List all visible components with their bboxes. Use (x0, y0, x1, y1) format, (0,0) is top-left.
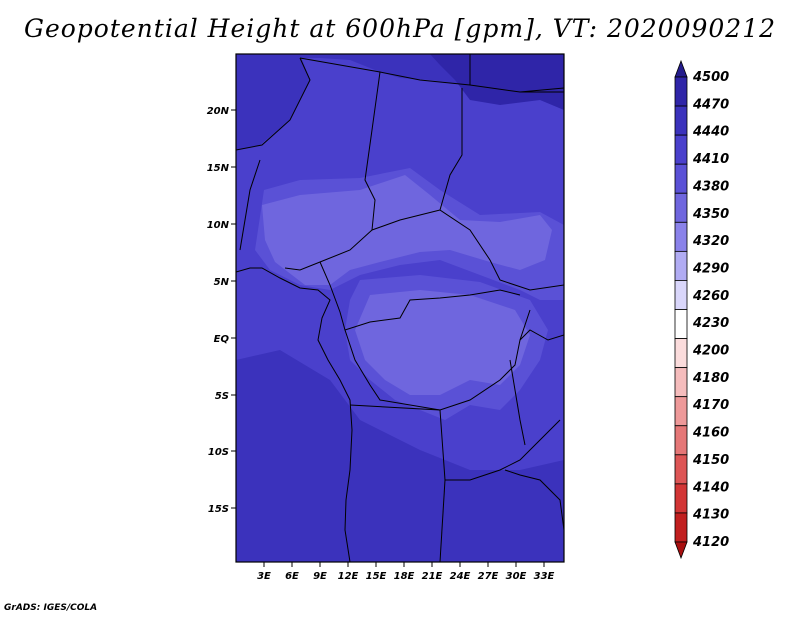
colorbar-cell (674, 163, 688, 194)
colorbar-arrow-top (674, 59, 688, 78)
lon-label-9e: 9E (313, 571, 327, 582)
colorbar-cell (674, 425, 688, 456)
field-4470-northeast (430, 54, 564, 110)
colorbar: 4500 4470 4440 4410 4380 4350 4320 4290 4260 4230… (674, 59, 729, 560)
lat-label-15s: 15S (208, 504, 229, 515)
border-angola-namibia (439, 479, 446, 562)
map-frame (235, 53, 565, 563)
colorbar-label: 4120 (692, 535, 729, 550)
colorbar-label: 4440 (692, 125, 729, 140)
lon-label-33e: 33E (534, 571, 555, 582)
border-angola-zambia (349, 404, 561, 481)
colorbar-cell (674, 192, 688, 223)
footer-credit: GrADS: IGES/COLA (4, 603, 98, 613)
border-chad-sudan (439, 88, 564, 291)
colorbar-label: 4320 (692, 234, 729, 249)
colorbar-cell (674, 250, 688, 281)
border-congo-drc (344, 309, 531, 411)
lat-label-5n: 5N (214, 277, 230, 288)
border-southeast (504, 469, 564, 531)
lon-label-27e: 27E (478, 571, 499, 582)
height-field (236, 54, 564, 562)
colorbar-cell (674, 454, 688, 485)
lon-label-18e: 18E (394, 571, 415, 582)
colorbar-label: 4260 (692, 289, 729, 304)
lat-label-20n: 20N (207, 106, 230, 117)
border-east-lakes (519, 329, 564, 341)
colorbar-label: 4180 (692, 371, 729, 386)
lon-label-12e: 12E (338, 571, 359, 582)
lon-label-30e: 30E (506, 571, 527, 582)
border-cameroon-car (319, 261, 521, 331)
lat-label-10n: 10N (207, 220, 230, 231)
colorbar-cell (674, 367, 688, 398)
colorbar-cell (674, 396, 688, 427)
colorbar-cell (674, 512, 688, 543)
colorbar-cell (674, 309, 688, 339)
colorbar-cell (674, 221, 688, 252)
colorbar-label: 4350 (692, 207, 729, 222)
lat-label-eq: EQ (214, 334, 230, 345)
colorbar-cell (674, 338, 688, 369)
colorbar-label: 4500 (692, 70, 729, 85)
field-4440-northwest (236, 54, 310, 150)
colorbar-cell (674, 76, 688, 107)
colorbar-cell (674, 280, 688, 310)
border-north (299, 57, 564, 93)
colorbar-label: 4230 (692, 316, 729, 331)
colorbar-arrow-bottom (674, 541, 688, 560)
lat-axis: 20N 15N 10N 5N EQ 5S 10S 15S (207, 106, 236, 515)
colorbar-label: 4150 (692, 453, 729, 468)
field-4350-sahel (262, 175, 552, 285)
chart-title: Geopotential Height at 600hPa [gpm], VT:… (23, 14, 777, 43)
field-4350-basin (355, 290, 530, 395)
border-chad-car (371, 209, 441, 231)
colorbar-label: 4170 (692, 398, 729, 413)
colorbar-cell (674, 105, 688, 136)
colorbar-label: 4290 (692, 261, 729, 276)
colorbar-label: 4200 (692, 344, 729, 359)
lat-label-5s: 5S (215, 391, 229, 402)
coastline (236, 267, 353, 562)
lon-label-24e: 24E (450, 571, 471, 582)
colorbar-label: 4160 (692, 426, 729, 441)
lon-label-6e: 6E (285, 571, 299, 582)
borders (236, 54, 564, 562)
border-northwest (236, 57, 311, 151)
lon-label-21e: 21E (422, 571, 443, 582)
colorbar-label: 4130 (692, 508, 729, 523)
lon-label-3e: 3E (257, 571, 271, 582)
lon-label-15e: 15E (366, 571, 387, 582)
colorbar-label: 4470 (692, 97, 729, 112)
colorbar-label: 4410 (692, 152, 729, 167)
colorbar-cell (674, 483, 688, 514)
border-west (239, 159, 261, 251)
field-4440-south (236, 350, 564, 562)
colorbar-label: 4380 (692, 179, 729, 194)
lon-axis: 3E 6E 9E 12E 15E 18E 21E 24E 27E 30E 33E (257, 562, 555, 582)
lake-tanganyika (509, 359, 526, 446)
lat-label-10s: 10S (208, 447, 229, 458)
colorbar-cell (674, 134, 688, 165)
lat-label-15n: 15N (207, 163, 230, 174)
colorbar-label: 4140 (692, 480, 729, 495)
